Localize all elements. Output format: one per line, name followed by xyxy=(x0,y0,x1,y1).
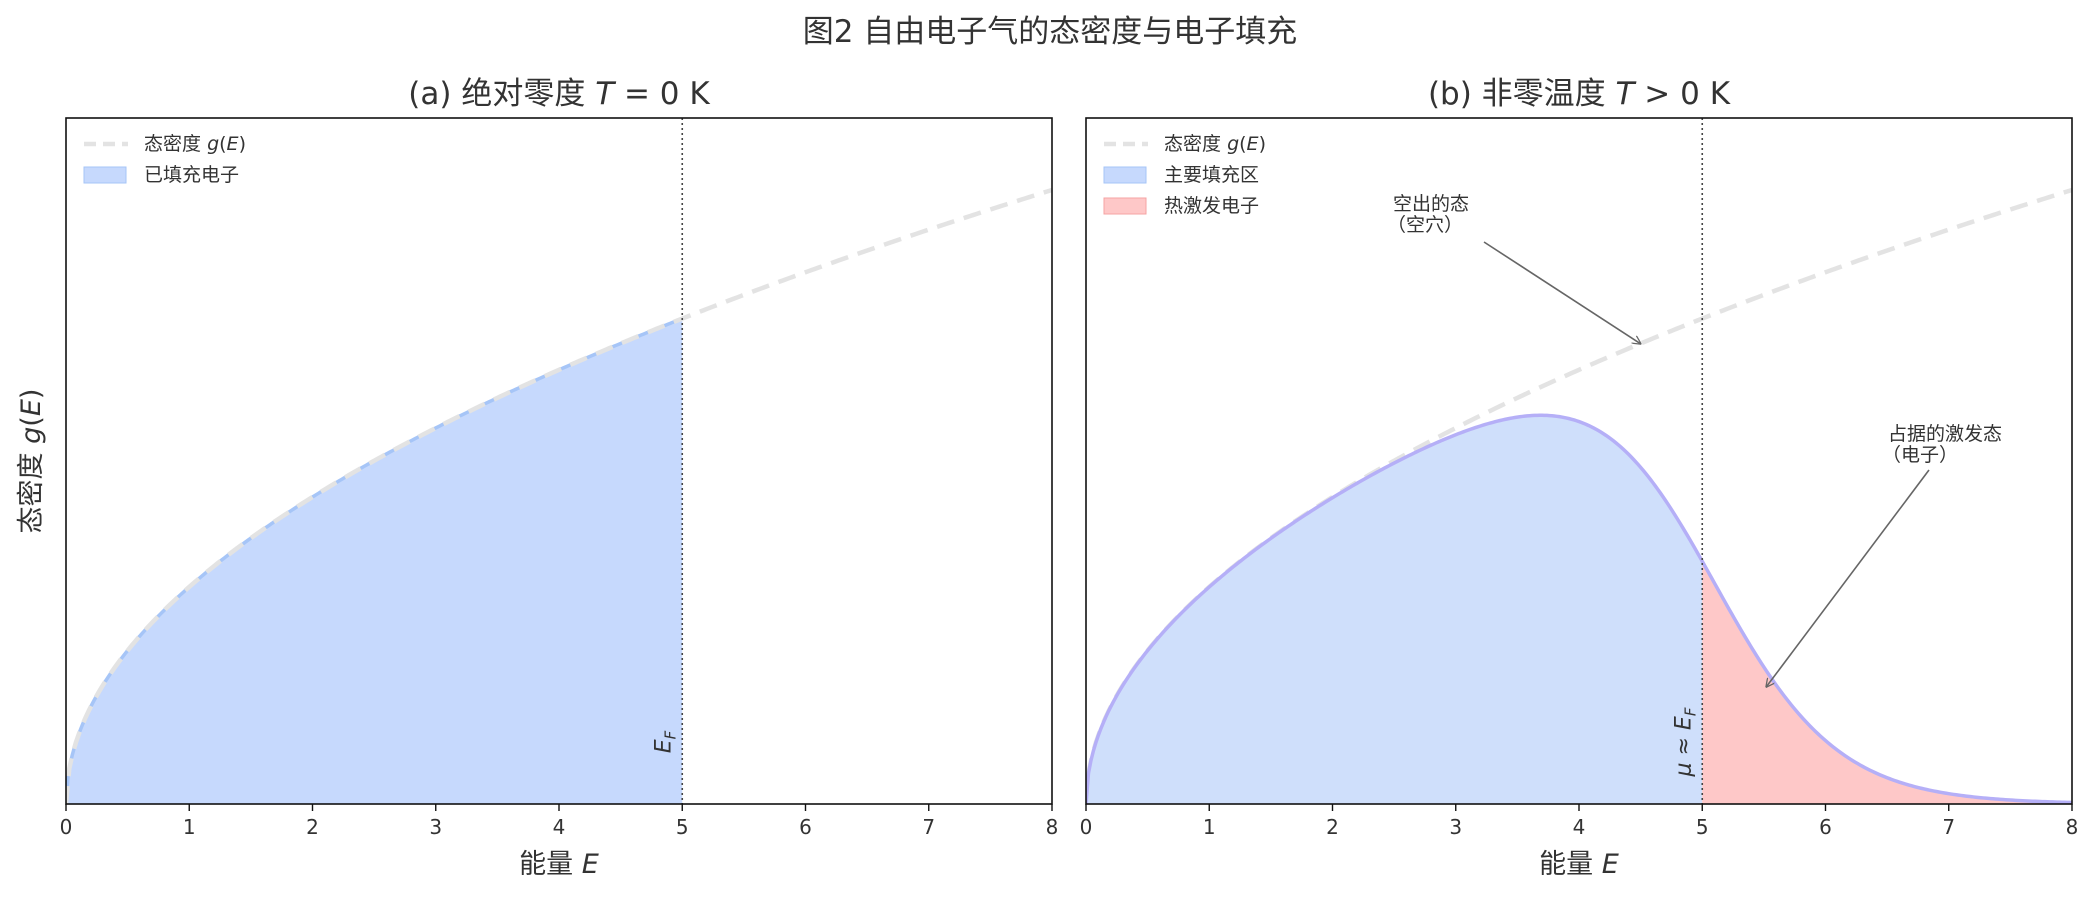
fermi-level-label: μ ≈ EF xyxy=(1671,707,1699,777)
legend-label-2: 热激发电子 xyxy=(1164,195,1259,217)
legend-swatch-2 xyxy=(1103,197,1147,215)
x-tick-label-8: 8 xyxy=(1046,815,1059,839)
annotation-text-1: 占据的激发态（电子） xyxy=(1882,423,2002,466)
fermi-level-label: EF xyxy=(651,730,679,753)
panel-title: (b) 非零温度 T > 0 K xyxy=(1428,76,1731,112)
x-tick-label-2: 2 xyxy=(306,815,319,839)
legend-label-1: 已填充电子 xyxy=(144,164,239,186)
legend-swatch-1 xyxy=(1103,166,1147,184)
annotation-arrow-1 xyxy=(1766,469,1930,687)
legend-label-0: 态密度 g(E) xyxy=(1164,133,1266,155)
legend-label-0: 态密度 g(E) xyxy=(144,133,246,155)
x-tick-label-2: 2 xyxy=(1326,815,1339,839)
plot-area xyxy=(1086,118,2072,804)
x-tick-label-8: 8 xyxy=(2066,815,2079,839)
filled-electrons-area xyxy=(66,318,683,804)
annotation-text-0: 空出的态（空穴） xyxy=(1387,193,1469,236)
x-tick-label-0: 0 xyxy=(1080,815,1093,839)
x-tick-label-0: 0 xyxy=(60,815,73,839)
x-tick-label-1: 1 xyxy=(1203,815,1216,839)
x-axis-label: 能量 E xyxy=(519,849,599,880)
dos-curve xyxy=(66,187,1052,804)
panel-b: μ ≈ EF 0 1 2 3 4 5 6 7 8 (b) 非零温度 T > 0 K 能量 E 态密度 g… xyxy=(1080,76,2079,880)
x-tick-label-7: 7 xyxy=(922,815,935,839)
x-tick-label-3: 3 xyxy=(1449,815,1462,839)
panel-a: EF 0 1 2 3 4 5 6 7 8 (a) 绝对零度 T = 0 K 能量 E 态密度 g(E) 态… xyxy=(16,76,1058,880)
x-tick-label-5: 5 xyxy=(1696,815,1709,839)
thermal-excitation-area xyxy=(1702,561,2072,804)
legend-label-1: 主要填充区 xyxy=(1164,164,1259,186)
figure-title: 图2 自由电子气的态密度与电子填充 xyxy=(803,14,1298,50)
x-tick-label-6: 6 xyxy=(799,815,812,839)
main-filled-area xyxy=(1086,415,1703,804)
y-axis-label: 态密度 g(E) xyxy=(16,389,47,534)
x-tick-label-3: 3 xyxy=(429,815,442,839)
x-tick-label-1: 1 xyxy=(183,815,196,839)
panel-title: (a) 绝对零度 T = 0 K xyxy=(408,76,710,112)
x-tick-label-4: 4 xyxy=(1573,815,1586,839)
x-tick-label-6: 6 xyxy=(1819,815,1832,839)
legend-swatch-1 xyxy=(83,166,127,184)
occupation-curve xyxy=(1086,413,2072,804)
annotation-arrow-0 xyxy=(1483,241,1641,344)
x-tick-label-4: 4 xyxy=(553,815,566,839)
x-tick-label-7: 7 xyxy=(1942,815,1955,839)
plot-area xyxy=(66,118,1052,804)
x-axis-label: 能量 E xyxy=(1539,849,1619,880)
x-tick-label-5: 5 xyxy=(676,815,689,839)
